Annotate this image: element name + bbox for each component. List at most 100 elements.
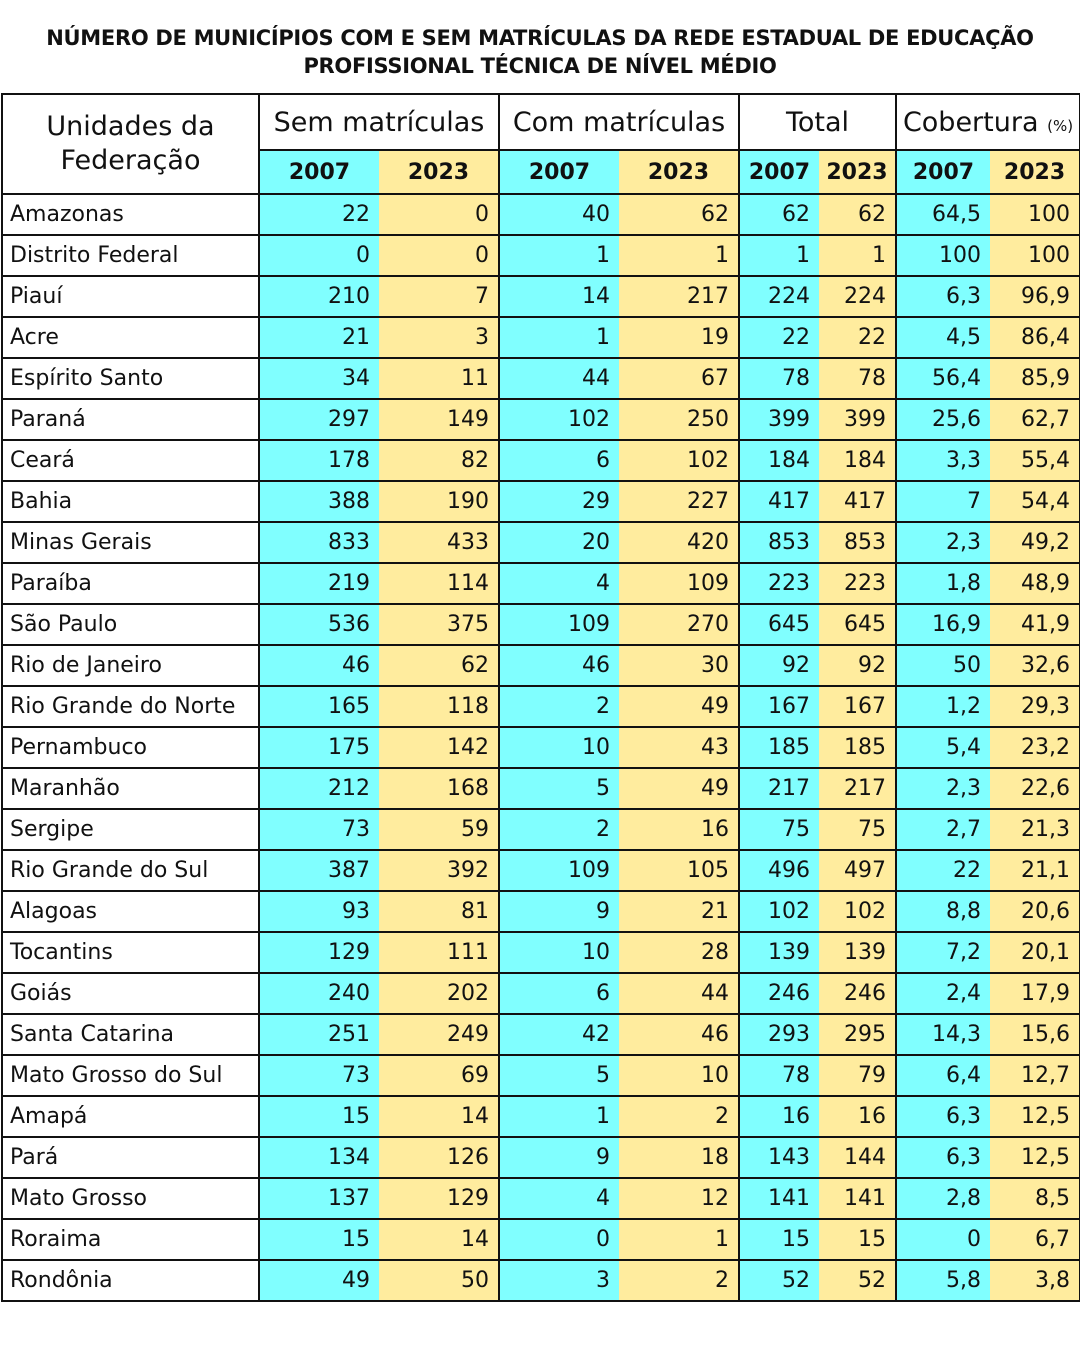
value-cell: 22 [738,316,819,359]
uf-name: Rio Grande do Sul [1,849,260,892]
year-header-2007: 2007 [498,149,619,195]
value-cell: 52 [738,1259,819,1302]
table-row: Piauí 210 7 14 217 224 224 6,3 96,9 [1,275,1080,318]
value-cell: 2,7 [895,808,990,851]
value-cell: 73 [258,1054,379,1097]
value-cell: 30 [619,644,740,687]
value-cell: 105 [619,849,740,892]
value-cell: 0 [895,1218,990,1261]
uf-name: Tocantins [1,931,260,974]
value-cell: 16 [619,808,740,851]
group-header-total: Total [738,93,897,151]
value-cell: 79 [819,1054,897,1097]
value-cell: 375 [379,603,500,646]
value-cell: 78 [738,1054,819,1097]
value-cell: 178 [258,439,379,482]
uf-name: Espírito Santo [1,357,260,400]
value-cell: 14 [498,275,619,318]
value-cell: 59 [379,808,500,851]
value-cell: 100 [895,234,990,277]
value-cell: 78 [819,357,897,400]
value-cell: 6,3 [895,1136,990,1179]
value-cell: 227 [619,480,740,523]
value-cell: 56,4 [895,357,990,400]
table-row: Minas Gerais 833 433 20 420 853 853 2,3 49,2 [1,521,1080,564]
value-cell: 52 [819,1259,897,1302]
value-cell: 109 [619,562,740,605]
value-cell: 126 [379,1136,500,1179]
value-cell: 102 [498,398,619,441]
uf-name: Amazonas [1,193,260,236]
uf-name: Piauí [1,275,260,318]
value-cell: 185 [819,726,897,769]
value-cell: 2,3 [895,767,990,810]
value-cell: 3 [498,1259,619,1302]
value-cell: 399 [738,398,819,441]
row-header: Unidades da Federação [1,93,260,195]
value-cell: 81 [379,890,500,933]
value-cell: 219 [258,562,379,605]
value-cell: 246 [819,972,897,1015]
value-cell: 190 [379,480,500,523]
value-cell: 1 [498,316,619,359]
value-cell: 23,2 [990,726,1080,769]
value-cell: 1 [738,234,819,277]
value-cell: 10 [498,726,619,769]
value-cell: 96,9 [990,275,1080,318]
value-cell: 21 [258,316,379,359]
value-cell: 48,9 [990,562,1080,605]
value-cell: 62 [738,193,819,236]
value-cell: 46 [258,644,379,687]
value-cell: 536 [258,603,379,646]
value-cell: 9 [498,1136,619,1179]
value-cell: 129 [379,1177,500,1220]
value-cell: 433 [379,521,500,564]
table-row: Rio Grande do Sul 387 392 109 105 496 497 22 21,… [1,849,1080,892]
value-cell: 497 [819,849,897,892]
value-cell: 1 [819,234,897,277]
value-cell: 1 [498,234,619,277]
value-cell: 1,2 [895,685,990,728]
value-cell: 85,9 [990,357,1080,400]
table-row: Goiás 240 202 6 44 246 246 2,4 17,9 [1,972,1080,1015]
table-row: Sergipe 73 59 2 16 75 75 2,7 21,3 [1,808,1080,851]
value-cell: 82 [379,439,500,482]
value-cell: 295 [819,1013,897,1056]
value-cell: 75 [819,808,897,851]
value-cell: 49 [258,1259,379,1302]
value-cell: 4,5 [895,316,990,359]
value-cell: 6 [498,972,619,1015]
table-row: Espírito Santo 34 11 44 67 78 78 56,4 85,9 [1,357,1080,400]
value-cell: 210 [258,275,379,318]
uf-name: Minas Gerais [1,521,260,564]
value-cell: 16,9 [895,603,990,646]
value-cell: 62 [619,193,740,236]
value-cell: 109 [498,849,619,892]
value-cell: 4 [498,562,619,605]
value-cell: 6,4 [895,1054,990,1097]
table-row: Rio Grande do Norte 165 118 2 49 167 167 1,2 29,… [1,685,1080,728]
table-row: Amapá 15 14 1 2 16 16 6,3 12,5 [1,1095,1080,1138]
uf-name: Alagoas [1,890,260,933]
value-cell: 15 [258,1095,379,1138]
value-cell: 223 [819,562,897,605]
value-cell: 32,6 [990,644,1080,687]
value-cell: 21 [619,890,740,933]
value-cell: 2 [619,1095,740,1138]
uf-name: Paraná [1,398,260,441]
table-row: Acre 21 3 1 19 22 22 4,5 86,4 [1,316,1080,359]
value-cell: 42 [498,1013,619,1056]
value-cell: 853 [738,521,819,564]
value-cell: 64,5 [895,193,990,236]
value-cell: 496 [738,849,819,892]
uf-name: Mato Grosso [1,1177,260,1220]
value-cell: 12,5 [990,1095,1080,1138]
value-cell: 102 [738,890,819,933]
value-cell: 251 [258,1013,379,1056]
uf-name: Rio de Janeiro [1,644,260,687]
table-row: Rio de Janeiro 46 62 46 30 92 92 50 32,6 [1,644,1080,687]
value-cell: 14,3 [895,1013,990,1056]
table-row: Alagoas 93 81 9 21 102 102 8,8 20,6 [1,890,1080,933]
value-cell: 29,3 [990,685,1080,728]
value-cell: 149 [379,398,500,441]
